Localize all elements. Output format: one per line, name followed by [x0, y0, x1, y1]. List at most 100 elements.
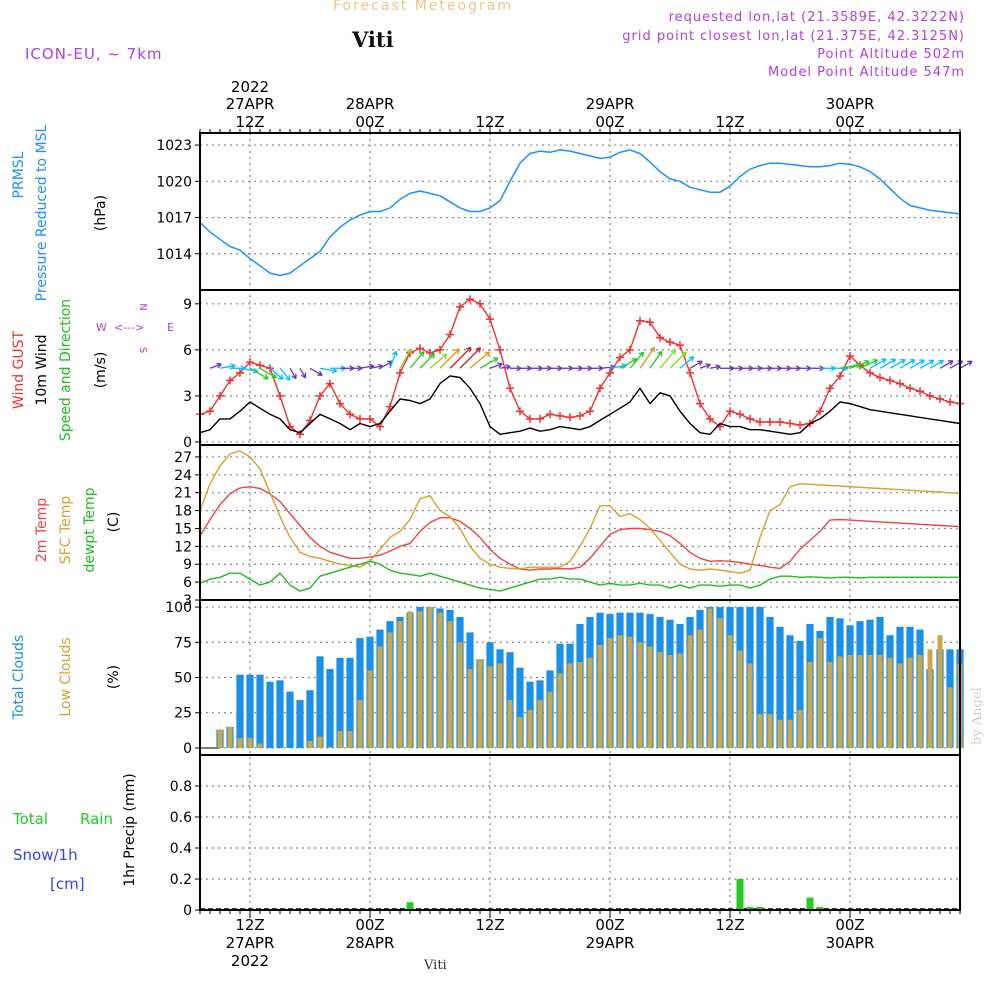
wind-arrow — [299, 367, 307, 379]
wind-10m-label: 10m Wind — [34, 334, 50, 405]
low-cloud-bar — [587, 657, 593, 748]
wind-arrow — [389, 351, 397, 369]
low-cloud-bar — [547, 691, 553, 748]
wind-arrow — [899, 359, 916, 369]
wind-arrow — [359, 365, 374, 369]
y-tick-label: 0 — [183, 903, 192, 919]
total-cloud-bar — [786, 635, 794, 748]
low-cloud-bar — [867, 654, 873, 748]
low-cloud-bar — [847, 654, 853, 748]
wind-arrow — [469, 351, 490, 369]
top-axis-hour: 00Z — [595, 113, 624, 131]
gust-point — [616, 353, 624, 362]
sfc-temp-label: SFC Temp — [58, 496, 74, 565]
gust-point — [266, 364, 274, 373]
gust-point — [216, 391, 224, 400]
y-tick-label: 75 — [174, 635, 192, 651]
total-cloud-bar — [296, 700, 304, 748]
low-cloud-bar — [897, 663, 903, 748]
wind-arrow-head — [291, 373, 297, 380]
bottom-axis-hour: 00Z — [595, 916, 624, 934]
wind-arrow — [659, 349, 676, 369]
low-cloud-bar — [577, 662, 583, 748]
y-tick-label: 1017 — [156, 211, 192, 227]
low-cloud-bar — [697, 629, 703, 748]
total-cloud-bar — [276, 680, 284, 748]
wind-arrow — [319, 367, 337, 372]
wind-arrow — [909, 359, 925, 369]
top-axis-year: 2022 — [231, 78, 269, 96]
panel-frames — [195, 125, 961, 918]
bottom-axis-year: 2022 — [231, 952, 269, 970]
wind-arrow-head — [967, 360, 973, 366]
wind-arrow — [249, 367, 269, 380]
wind-arrow — [849, 360, 870, 369]
model-name: ICON-EU, ~ 7km — [25, 45, 163, 63]
y-tick-label: 1023 — [156, 138, 192, 154]
snow-label: Snow/1h — [13, 846, 78, 864]
gust-point — [576, 411, 584, 420]
wind-arrow — [309, 367, 323, 376]
low-cloud-bar — [617, 635, 623, 748]
y-tick-label: 6 — [183, 343, 192, 359]
wind-arrow-head — [277, 374, 284, 380]
y-tick-label: 50 — [174, 671, 192, 687]
y-tick-label: 24 — [174, 468, 192, 484]
gust-point — [796, 421, 804, 430]
gust-point — [946, 398, 954, 407]
gust-point — [706, 414, 714, 423]
wind-arrow-head — [465, 346, 472, 353]
wind-arrow — [269, 367, 284, 380]
wind-arrow — [939, 360, 954, 369]
gust-point — [496, 345, 504, 354]
low-cloud-bar — [367, 670, 373, 748]
gust-point — [296, 430, 304, 439]
gust-point — [556, 411, 564, 420]
wind-direction-label: Speed and Direction — [58, 299, 74, 441]
y-tick-label: 6 — [183, 575, 192, 591]
low-cloud-bar — [937, 635, 943, 748]
chart-marks — [196, 149, 973, 910]
y-tick-label: 9 — [183, 557, 192, 573]
sfc-temp-line — [199, 450, 961, 574]
low-cloud-bar — [507, 700, 513, 748]
wind-arrow-head — [475, 347, 482, 353]
wind-arrow — [689, 360, 703, 369]
grid-lines — [200, 133, 960, 911]
bottom-axis-date: 28APR — [346, 934, 395, 952]
top-axis-date: 28APR — [346, 95, 395, 113]
y-tick-label: 1020 — [156, 174, 192, 190]
wind-arrow-head — [697, 360, 703, 366]
wind-arrow-head — [864, 359, 870, 366]
low-cloud-bar — [667, 654, 673, 748]
low-cloud-bar — [307, 740, 313, 748]
wind-arrow-head — [947, 360, 954, 366]
wind-arrow — [219, 364, 236, 369]
low-cloud-bar — [677, 653, 683, 748]
top-axis-hour: 00Z — [355, 113, 384, 131]
gust-point — [476, 299, 484, 308]
wind-arrow-head — [688, 356, 695, 362]
y-tick-label: 18 — [174, 504, 192, 520]
low-cloud-bar — [917, 654, 923, 748]
y-tick-label: 15 — [174, 521, 192, 537]
gust-point — [246, 358, 254, 367]
gust-point — [776, 417, 784, 426]
wind-arrow — [959, 360, 973, 369]
wind-arrow-head — [391, 350, 398, 357]
y-tick-label: 0.8 — [170, 779, 192, 795]
wind-arrow-head — [872, 359, 879, 365]
wind-arrow-head — [715, 364, 721, 371]
wind-arrow — [399, 348, 412, 369]
gust-point — [536, 414, 544, 423]
wind-arrow-head — [418, 351, 425, 357]
gust-point — [326, 379, 334, 388]
low-cloud-bar — [947, 687, 953, 748]
wind-arrow-head — [216, 362, 222, 369]
wind-arrow — [499, 365, 511, 369]
low-cloud-bar — [597, 645, 603, 748]
y-tick-label: 25 — [174, 706, 192, 722]
gust-point — [696, 399, 704, 408]
precip-bar — [816, 906, 824, 910]
wind-arrow-head — [285, 375, 291, 381]
